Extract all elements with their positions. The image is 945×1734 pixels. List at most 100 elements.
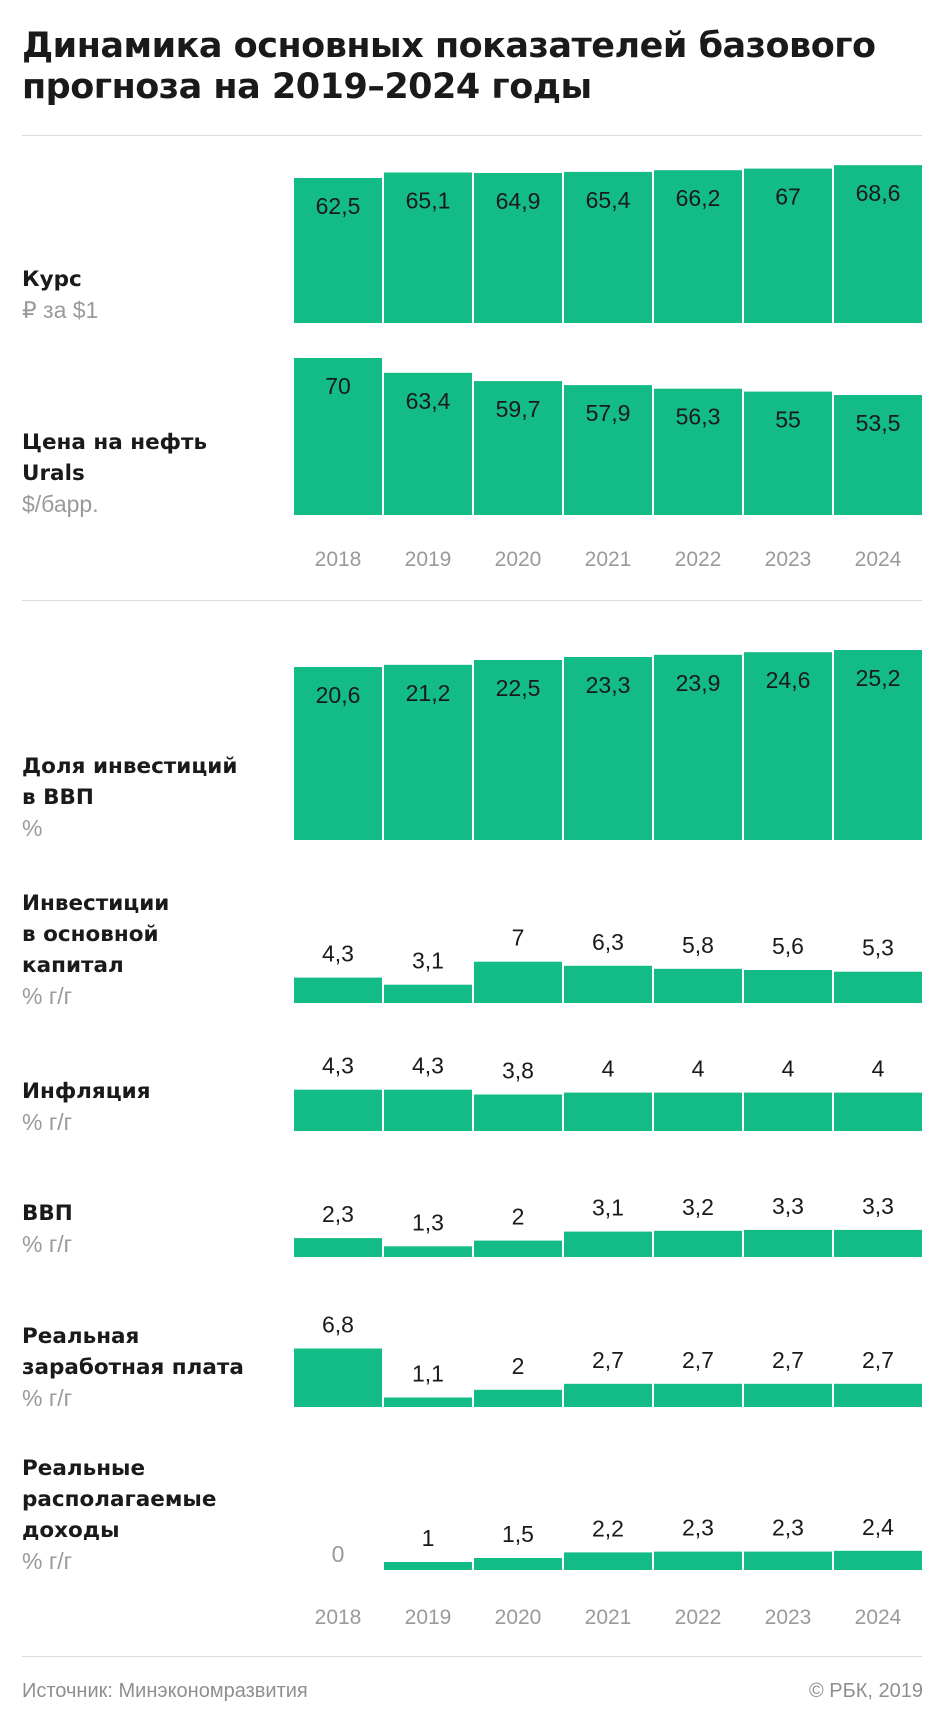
- bar: [294, 1238, 382, 1257]
- data-label: 4,3: [322, 941, 354, 967]
- panel-label-rate: Курс ₽ за $1: [22, 264, 272, 326]
- bar: [474, 961, 562, 1003]
- data-label: 7: [512, 925, 525, 951]
- panel-unit: ₽ за $1: [22, 297, 99, 323]
- x-tick-label: 2018: [315, 1606, 362, 1629]
- x-tick-label: 2019: [405, 548, 452, 571]
- data-label: 2,2: [592, 1515, 624, 1541]
- bar: [834, 971, 922, 1003]
- bar: [474, 173, 562, 323]
- bar: [654, 388, 742, 515]
- bar: [834, 1550, 922, 1570]
- data-label: 2,3: [682, 1515, 714, 1541]
- data-label: 3,2: [682, 1194, 714, 1220]
- bar: [834, 165, 922, 323]
- bar: [564, 1092, 652, 1131]
- x-tick-label: 2021: [585, 548, 632, 571]
- bar: [564, 1552, 652, 1570]
- x-tick-label: 2022: [675, 548, 722, 571]
- panel-name: Реальная заработная плата: [22, 1324, 244, 1380]
- panel-name: Цена на нефть Urals: [22, 430, 208, 486]
- data-label: 53,5: [856, 410, 901, 436]
- data-label: 63,4: [406, 388, 451, 414]
- divider-middle: [22, 600, 922, 601]
- data-label: 3,8: [502, 1058, 534, 1084]
- panel-name: Реальные располагаемые доходы: [22, 1456, 217, 1543]
- data-label: 23,9: [676, 670, 721, 696]
- data-label: 20,6: [316, 682, 361, 708]
- bar: [744, 1551, 832, 1570]
- panel-name: Курс: [22, 267, 82, 292]
- data-label: 1: [422, 1525, 435, 1551]
- bar: [384, 1246, 472, 1257]
- x-tick-label: 2024: [855, 548, 902, 571]
- panel-label-oil: Цена на нефть Urals $/барр.: [22, 427, 272, 520]
- bar: [744, 1229, 832, 1257]
- data-label: 55: [775, 407, 801, 433]
- bar: [654, 1092, 742, 1131]
- bar: [654, 1383, 742, 1407]
- copyright: © РБК, 2019: [808, 1680, 923, 1702]
- bar: [744, 970, 832, 1003]
- panel-unit: % г/г: [22, 1231, 73, 1257]
- panel-unit: $/барр.: [22, 491, 99, 517]
- bar: [744, 1092, 832, 1131]
- data-label: 59,7: [496, 396, 541, 422]
- data-label: 62,5: [316, 193, 361, 219]
- data-label: 5,3: [862, 935, 894, 961]
- data-label: 6,3: [592, 929, 624, 955]
- data-label: 3,3: [862, 1193, 894, 1219]
- data-label: 2,7: [862, 1347, 894, 1373]
- data-label: 4,3: [322, 1053, 354, 1079]
- divider-top: [22, 135, 922, 136]
- data-label: 1,1: [412, 1361, 444, 1387]
- bar: [294, 667, 382, 840]
- data-label: 67: [775, 184, 801, 210]
- bar: [384, 372, 472, 515]
- source-note: Источник: Минэкономразвития: [22, 1680, 308, 1702]
- panel-label-invest-share: Доля инвестиций в ВВП %: [22, 751, 272, 844]
- panel-name: Доля инвестиций в ВВП: [22, 754, 238, 810]
- bar: [294, 358, 382, 515]
- data-label: 4,3: [412, 1053, 444, 1079]
- panel-label-real-wages: Реальная заработная плата % г/г: [22, 1321, 272, 1414]
- bar: [744, 168, 832, 323]
- bar: [834, 1383, 922, 1407]
- bar: [474, 1389, 562, 1407]
- panel-label-fixed-capital: Инвестиции в основной капитал % г/г: [22, 888, 272, 1012]
- data-label: 5,6: [772, 933, 804, 959]
- bar: [384, 1562, 472, 1570]
- x-tick-label: 2018: [315, 548, 362, 571]
- bar: [384, 172, 472, 323]
- bar: [834, 395, 922, 515]
- data-label: 4: [782, 1056, 795, 1082]
- bar: [834, 1092, 922, 1131]
- bar: [654, 968, 742, 1003]
- bar: [384, 1397, 472, 1407]
- bar: [654, 170, 742, 323]
- data-label: 25,2: [856, 665, 901, 691]
- data-label: 57,9: [586, 400, 631, 426]
- data-label: 70: [325, 373, 351, 399]
- data-label: 2,3: [322, 1201, 354, 1227]
- data-label: 23,3: [586, 672, 631, 698]
- panel-unit: %: [22, 815, 43, 841]
- x-tick-label: 2023: [765, 548, 812, 571]
- bar: [654, 1230, 742, 1257]
- bar: [294, 1089, 382, 1131]
- bar: [384, 1089, 472, 1131]
- x-tick-label: 2019: [405, 1606, 452, 1629]
- divider-bottom: [22, 1656, 922, 1657]
- bar: [564, 965, 652, 1003]
- data-label: 0: [332, 1541, 345, 1567]
- bar: [384, 984, 472, 1003]
- panel-name: Инвестиции в основной капитал: [22, 891, 170, 978]
- data-label: 3,1: [412, 948, 444, 974]
- bar: [474, 1240, 562, 1257]
- x-tick-label: 2020: [495, 548, 542, 571]
- data-label: 4: [692, 1056, 705, 1082]
- panel-name: ВВП: [22, 1201, 73, 1226]
- data-label: 65,4: [586, 187, 631, 213]
- bar: [294, 1348, 382, 1407]
